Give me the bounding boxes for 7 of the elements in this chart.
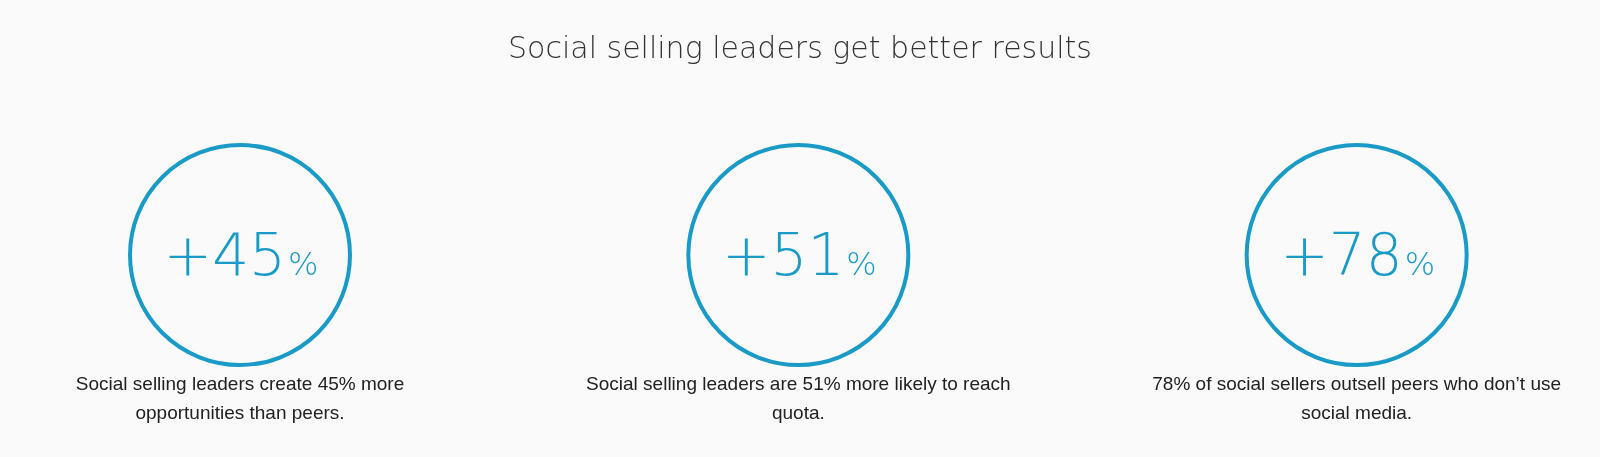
text: Social selling leaders get better results: [508, 29, 1092, 65]
category-label: Social selling leaders are 51% more likely to reach quota.: [586, 373, 1011, 424]
data-label: +78%: [1280, 221, 1436, 289]
category-label: Social selling leaders create 45% more opportunities than peers.: [75, 373, 405, 424]
category-label: 78% of social sellers outsell peers who don’t use social media.: [1152, 373, 1562, 424]
data-label: +51%: [721, 221, 877, 289]
data-label: +45%: [163, 221, 319, 289]
